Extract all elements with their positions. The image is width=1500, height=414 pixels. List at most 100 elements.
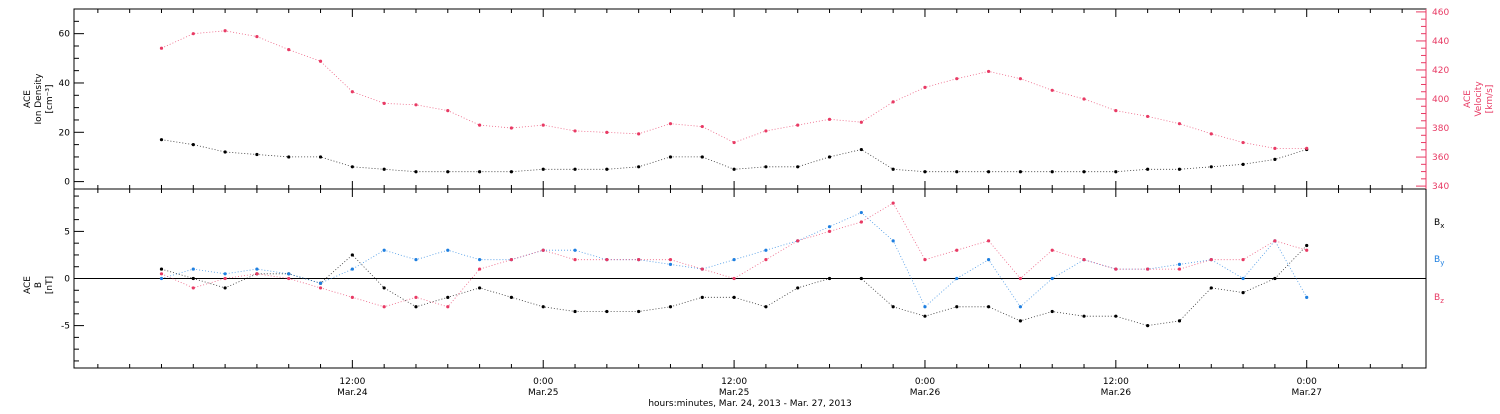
bottom-left-title-line-2: B xyxy=(34,282,44,288)
b-bx-point xyxy=(1114,314,1118,318)
b-by-point xyxy=(223,272,227,276)
b-bz-point xyxy=(223,276,227,281)
ion-density-point xyxy=(191,143,195,147)
velocity-point xyxy=(986,69,991,74)
ion-density-point xyxy=(1082,170,1086,174)
ion-density-point xyxy=(414,170,418,174)
b-bz-point xyxy=(605,258,609,262)
ion-density-point xyxy=(923,170,927,174)
ion-density-point xyxy=(159,138,164,142)
b-bx-trace xyxy=(161,245,1307,327)
top-right-y-tick-label: 420 xyxy=(1432,66,1449,76)
x-tick-label-time: 0:00 xyxy=(915,377,935,387)
ion-density-point xyxy=(796,165,800,169)
b-bx-point xyxy=(732,295,736,299)
x-axis-title: hours:minutes, Mar. 24, 2013 - Mar. 27, … xyxy=(648,399,851,409)
top-panel-frame xyxy=(73,8,1427,190)
velocity-point xyxy=(796,123,800,127)
b-bx-point xyxy=(541,305,545,309)
top-right-y-tick-label: 400 xyxy=(1432,95,1449,105)
ion-density-point xyxy=(573,167,577,171)
velocity-point xyxy=(1146,114,1150,119)
b-bz-point xyxy=(1082,258,1086,262)
b-bz-point xyxy=(478,267,482,271)
bottom-y-tick-label: 0 xyxy=(64,275,70,285)
velocity-point xyxy=(382,101,386,105)
velocity-point xyxy=(1305,146,1309,150)
b-bz-point xyxy=(1241,258,1245,262)
b-by-point xyxy=(827,225,832,229)
x-tick-label-date: Mar.25 xyxy=(719,388,749,398)
x-tick-label-time: 0:00 xyxy=(533,377,553,387)
bottom-y-tick-label: -5 xyxy=(61,322,70,332)
velocity-point xyxy=(1177,122,1182,126)
b-by-point xyxy=(732,258,736,262)
legend-by: By xyxy=(1434,255,1444,267)
b-by-point xyxy=(159,276,164,281)
b-by-point xyxy=(1050,276,1054,281)
b-bx-point xyxy=(159,267,164,271)
velocity-point xyxy=(955,77,959,81)
top-left-y-tick-label: 40 xyxy=(59,79,71,89)
velocity-point xyxy=(1050,88,1054,92)
b-bz-point xyxy=(1114,267,1118,271)
b-bz-point xyxy=(1209,258,1213,262)
velocity-point xyxy=(1273,146,1277,150)
ion-density-point xyxy=(859,147,863,152)
x-tick-label-time: 0:00 xyxy=(1297,377,1317,387)
b-bx-point xyxy=(637,309,641,314)
top-right-y-tick-label: 360 xyxy=(1432,153,1449,163)
velocity-point xyxy=(732,140,736,145)
top-left-y-tick-label: 20 xyxy=(59,128,71,138)
velocity-point xyxy=(605,130,609,134)
b-bx-point xyxy=(1209,286,1213,290)
ion-density-point xyxy=(287,155,291,159)
ion-density-point xyxy=(827,155,832,159)
b-by-point xyxy=(350,267,354,271)
legend-bz: Bz xyxy=(1434,293,1444,305)
b-bz-point xyxy=(955,248,959,252)
b-bz-point xyxy=(827,229,832,233)
top-right-y-tick-label: 380 xyxy=(1432,124,1449,134)
bottom-left-axis-title: ACE B [nT] xyxy=(23,276,55,294)
b-bz-point xyxy=(541,248,545,252)
x-tick-label-date: Mar.26 xyxy=(910,388,941,398)
velocity-point xyxy=(1114,109,1118,113)
ion-density-trace xyxy=(161,139,1307,173)
b-bz-point xyxy=(1273,239,1277,243)
ion-density-point xyxy=(318,155,323,159)
ion-density-point xyxy=(350,165,354,169)
bottom-y-tick-label: 5 xyxy=(64,227,70,237)
bottom-left-title-line-3: [nT] xyxy=(45,276,55,294)
bottom-left-title-line-1: ACE xyxy=(23,276,33,294)
velocity-point xyxy=(1082,97,1086,101)
velocity-point xyxy=(891,100,895,104)
ion-density-point xyxy=(986,170,991,174)
x-tick-label-time: 12:00 xyxy=(1103,377,1129,387)
b-bx-point xyxy=(1241,291,1245,295)
tick-layer: 12:00Mar.240:00Mar.2512:00Mar.250:00Mar.… xyxy=(59,8,1450,398)
x-tick-label-time: 12:00 xyxy=(339,377,365,387)
top-left-title-line-3: [cm⁻³] xyxy=(45,84,55,113)
legend-layer: Bx By Bz xyxy=(1434,218,1444,305)
b-bx-point xyxy=(605,309,609,314)
velocity-point xyxy=(287,48,291,52)
velocity-point xyxy=(1209,132,1213,136)
top-right-title-line-2: Velocity xyxy=(1474,81,1484,117)
top-right-y-tick-label: 440 xyxy=(1432,37,1449,47)
b-bx-point xyxy=(764,305,768,309)
b-by-point xyxy=(573,248,577,252)
velocity-point xyxy=(159,46,164,50)
velocity-point xyxy=(414,103,418,107)
top-right-title-line-1: ACE xyxy=(1463,90,1473,108)
x-tick-label-date: Mar.26 xyxy=(1101,388,1132,398)
b-bz-point xyxy=(191,286,195,290)
velocity-point xyxy=(478,123,482,127)
b-bz-point xyxy=(923,258,927,262)
b-bz-point xyxy=(1177,267,1182,271)
ion-density-point xyxy=(1177,167,1182,171)
top-right-y-tick-label: 460 xyxy=(1432,8,1449,18)
ion-density-point xyxy=(1273,157,1277,162)
top-left-y-tick-label: 60 xyxy=(59,30,71,40)
